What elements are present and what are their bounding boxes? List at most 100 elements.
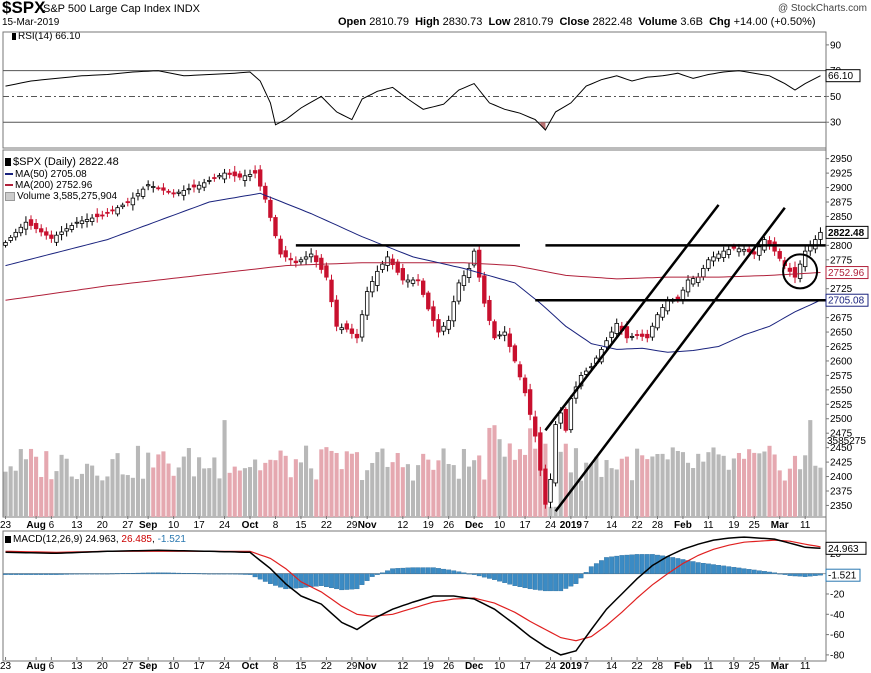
candle-body [283, 250, 288, 258]
candle-body [217, 175, 222, 178]
rsi-current-box [825, 69, 861, 83]
macd-histogram-bar [364, 573, 370, 581]
macd-histogram-bar [161, 572, 166, 574]
macd-histogram-bar [380, 572, 385, 574]
volume-bar [151, 467, 156, 517]
candle-body [28, 219, 34, 226]
volume-bar [161, 451, 166, 517]
chart-date: 15-Mar-2019 [2, 17, 60, 28]
price-x-label: Sep [139, 520, 157, 531]
macd-histogram-bar [731, 567, 737, 574]
macd-x-label: 6 [49, 661, 55, 672]
macd-x-label: 17 [194, 661, 206, 672]
volume-bar [477, 455, 482, 517]
macd-histogram-bar [665, 556, 671, 574]
volume-bar [563, 443, 568, 517]
candle-body [441, 325, 446, 332]
candle-body [482, 275, 487, 304]
volume-bar [451, 465, 456, 517]
volume-bar [492, 425, 497, 517]
macd-histogram-bar [721, 565, 727, 574]
volume-bar [273, 460, 278, 517]
volume-bar [227, 472, 232, 517]
candle-body [100, 214, 105, 217]
volume-bar [222, 420, 227, 517]
macd-histogram-bar [171, 572, 177, 574]
volume-bar [303, 445, 309, 517]
volume-bar [675, 450, 680, 517]
macd-histogram-bar [690, 561, 696, 574]
volume-bar [813, 465, 818, 517]
candle-body [721, 250, 726, 258]
volume-bar [426, 459, 431, 517]
candle-body [380, 263, 385, 270]
volume-bar [293, 459, 298, 517]
candle-body [512, 345, 518, 362]
ma50-price-label: 2705.08 [828, 296, 865, 307]
volume-bar [798, 469, 803, 517]
volume-bar [69, 476, 74, 517]
candle-body [716, 253, 721, 259]
volume-bar [441, 448, 446, 517]
candle-body [802, 250, 808, 268]
candle-body [339, 327, 344, 331]
macd-histogram-bar [425, 567, 431, 574]
macd-histogram-bar [527, 573, 533, 590]
high-label: High [415, 16, 440, 28]
candle-body [181, 190, 186, 196]
candle-body [364, 291, 370, 316]
candle-body [665, 299, 670, 312]
volume-bar [309, 468, 314, 517]
candle-body [527, 389, 533, 415]
watermark: @ StockCharts.com [777, 3, 867, 14]
macd-x-label: 13 [71, 661, 83, 672]
macd-histogram-bar [476, 573, 482, 577]
macd-histogram-bar [390, 568, 396, 574]
volume-bar [752, 452, 757, 517]
macd-x-label: 11 [800, 661, 811, 672]
candle-body [232, 171, 237, 177]
macd-histogram-bar [262, 573, 268, 582]
candle-body [609, 331, 614, 338]
candle-body [273, 217, 278, 237]
macd-histogram-bar [441, 568, 446, 574]
macd-histogram-bar [74, 573, 80, 575]
macd-histogram-bar [206, 573, 212, 575]
candle-body [288, 258, 293, 261]
macd-x-label: 28 [652, 661, 664, 672]
price-tick-label: 2900 [830, 183, 853, 194]
macd-x-label: 8 [273, 661, 279, 672]
candle-body [792, 267, 798, 278]
candle-body [660, 307, 665, 318]
volume-bar [696, 453, 701, 517]
candle-body [415, 279, 421, 282]
volume-bar [125, 475, 130, 517]
price-tick-label: 2575 [830, 371, 853, 382]
candle-body [207, 180, 212, 182]
candle-body [507, 333, 512, 347]
macd-histogram-bar [247, 573, 253, 575]
volume-bar [400, 467, 405, 517]
volume-bar [18, 449, 23, 517]
macd-histogram-bar [588, 566, 594, 574]
volume-bar [507, 443, 512, 517]
macd-histogram-bar [166, 572, 171, 574]
candle-body [196, 184, 202, 190]
macd-histogram-bar [232, 573, 238, 575]
volume-bar [421, 453, 426, 517]
price-x-label: 19 [423, 520, 435, 531]
macd-histogram-bar [762, 571, 767, 574]
volume-bar [329, 450, 334, 517]
candle-body [33, 223, 39, 230]
macd-histogram-bar [313, 573, 319, 587]
macd-histogram-bar [711, 564, 716, 574]
candle-body [23, 221, 29, 230]
candle-body [354, 333, 360, 339]
candle-body [263, 185, 268, 200]
rsi-tick-label: 30 [830, 118, 842, 129]
macd-histogram-bar [700, 563, 706, 574]
volume-bar [589, 463, 594, 517]
index-name: S&P 500 Large Cap Index INDX [43, 3, 200, 15]
macd-histogram-bar [802, 573, 808, 577]
candle-body [405, 279, 411, 283]
